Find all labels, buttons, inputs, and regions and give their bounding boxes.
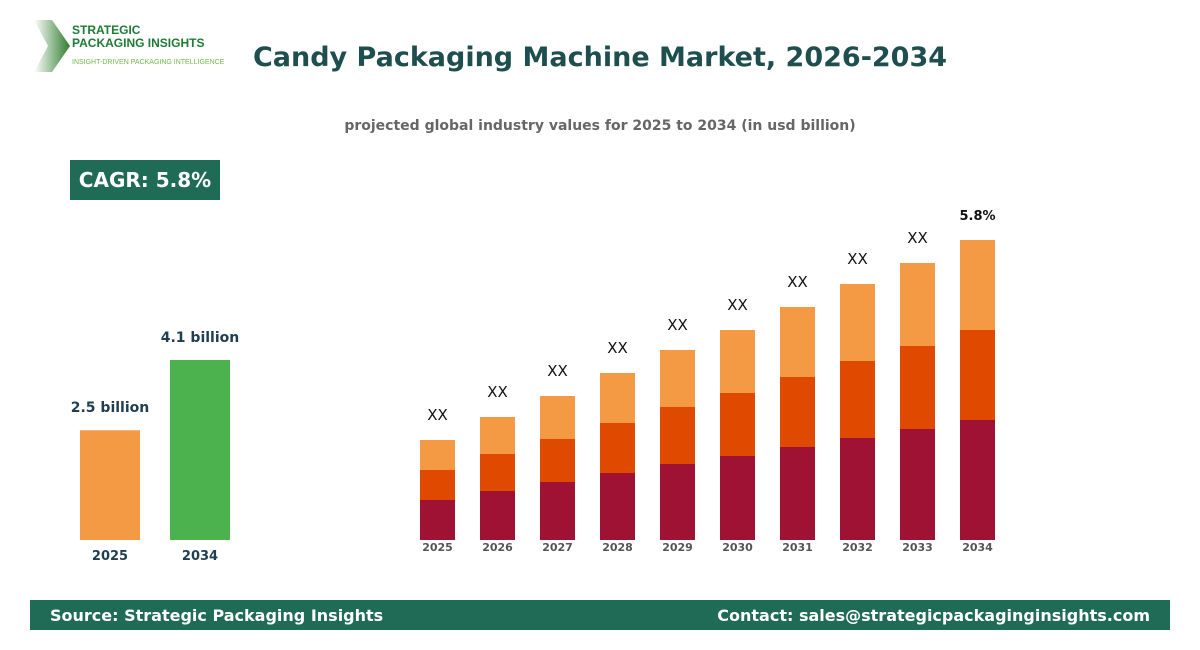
tick-label-2025: 2025	[92, 549, 128, 564]
bar-segment-2027-2	[540, 396, 575, 439]
tick-label-2028: 2028	[602, 541, 633, 554]
bar-segment-2028-2	[600, 373, 635, 423]
bar-segment-2029-2	[660, 350, 695, 407]
data-label-2031: XX	[787, 273, 808, 291]
logo-line2: PACKAGING INSIGHTS	[72, 36, 205, 50]
tick-label-2029: 2029	[662, 541, 693, 554]
bar-segment-2026-1	[480, 454, 515, 491]
bar-segment-2033-1	[900, 346, 935, 429]
bar-segment-2031-0	[780, 447, 815, 540]
bar-segment-2031-1	[780, 377, 815, 447]
bar-segment-2032-0	[840, 438, 875, 540]
data-label-2025: 2.5 billion	[71, 400, 149, 416]
bar-segment-2026-2	[480, 417, 515, 454]
bar-2034	[170, 360, 230, 540]
bar-segment-2034-0	[960, 420, 995, 540]
tick-label-2033: 2033	[902, 541, 933, 554]
bar-segment-2027-0	[540, 482, 575, 540]
data-label-2033: XX	[907, 229, 928, 247]
bar-segment-2029-1	[660, 407, 695, 464]
logo-line1: STRATEGIC	[72, 23, 141, 37]
tick-label-2025: 2025	[422, 541, 453, 554]
tick-label-2027: 2027	[542, 541, 573, 554]
bar-segment-2030-0	[720, 456, 755, 540]
data-label-2029: XX	[667, 316, 688, 334]
bar-segment-2028-1	[600, 423, 635, 473]
source-text: Source: Strategic Packaging Insights	[50, 605, 384, 625]
bar-segment-2025-2	[420, 440, 455, 470]
data-label-2027: XX	[547, 362, 568, 380]
tick-label-2030: 2030	[722, 541, 753, 554]
data-label-2032: XX	[847, 250, 868, 268]
tick-label-2031: 2031	[782, 541, 813, 554]
bar-segment-2031-2	[780, 307, 815, 377]
logo: STRATEGIC PACKAGING INSIGHTS INSIGHT-DRI…	[30, 18, 230, 72]
bar-segment-2025-0	[420, 500, 455, 540]
footer: Source: Strategic Packaging Insights Con…	[30, 600, 1170, 630]
cagr-badge: CAGR: 5.8%	[70, 160, 220, 200]
bar-segment-2033-0	[900, 429, 935, 540]
bar-segment-2032-1	[840, 361, 875, 438]
logo-tagline: INSIGHT-DRIVEN PACKAGING INTELLIGENCE	[72, 59, 225, 66]
bar-segment-2032-2	[840, 284, 875, 361]
bar-segment-2029-0	[660, 464, 695, 540]
tick-label-2032: 2032	[842, 541, 873, 554]
data-label-2034: 4.1 billion	[161, 330, 239, 346]
data-label-2025: XX	[427, 406, 448, 424]
bar-segment-2034-2	[960, 240, 995, 330]
chart-subtitle: projected global industry values for 202…	[344, 118, 856, 134]
chart-title: Candy Packaging Machine Market, 2026-203…	[252, 42, 948, 73]
bar-segment-2034-1	[960, 330, 995, 420]
tick-label-2034: 2034	[182, 549, 218, 564]
data-label-2028: XX	[607, 339, 628, 357]
bar-segment-2027-1	[540, 439, 575, 482]
chevron-logo-icon	[34, 20, 70, 72]
tick-label-2026: 2026	[482, 541, 513, 554]
data-label-2034: 5.8%	[959, 209, 995, 224]
bar-segment-2033-2	[900, 263, 935, 346]
tick-label-2034: 2034	[962, 541, 993, 554]
bar-segment-2030-2	[720, 330, 755, 393]
data-label-2030: XX	[727, 296, 748, 314]
data-label-2026: XX	[487, 383, 508, 401]
bar-segment-2030-1	[720, 393, 755, 456]
bar-segment-2028-0	[600, 473, 635, 540]
contact-text[interactable]: Contact: sales@strategicpackaginginsight…	[717, 605, 1150, 625]
bar-segment-2025-1	[420, 470, 455, 500]
bar-2025	[80, 430, 140, 540]
bar-segment-2026-0	[480, 491, 515, 540]
